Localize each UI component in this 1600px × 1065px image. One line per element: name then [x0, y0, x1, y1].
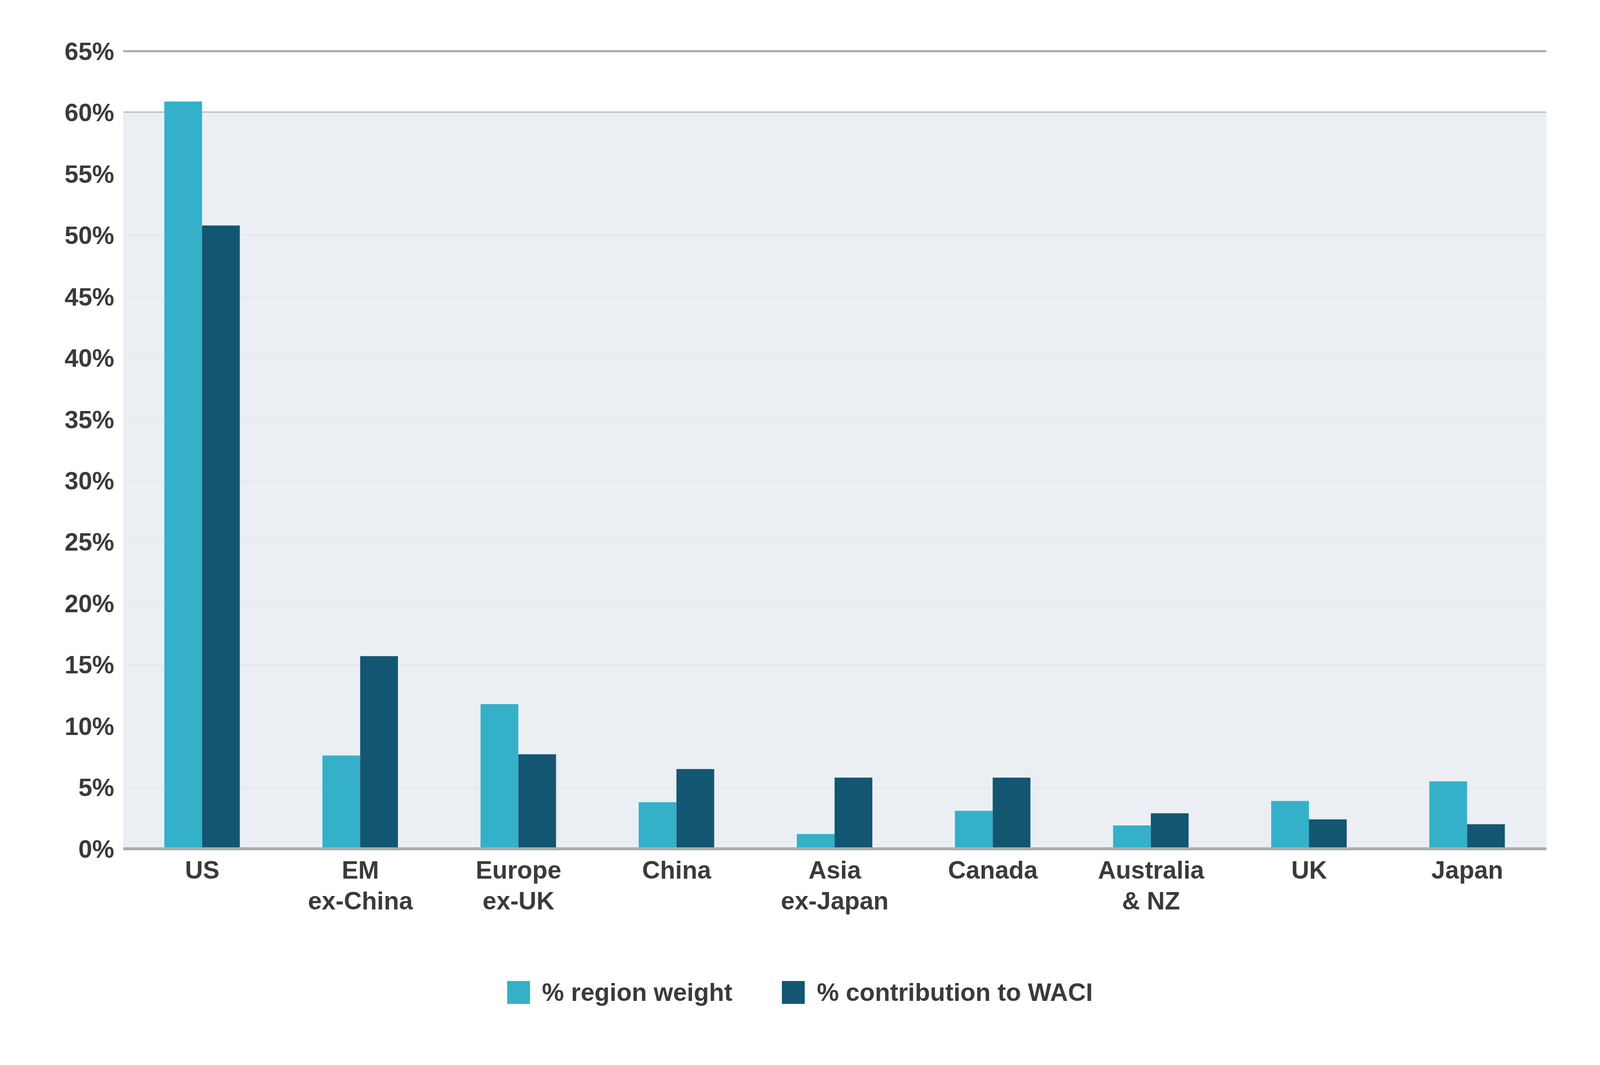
svg-text:Canada: Canada [948, 855, 1039, 884]
svg-text:15%: 15% [64, 650, 115, 679]
svg-text:20%: 20% [64, 589, 115, 618]
svg-text:5%: 5% [78, 773, 115, 802]
svg-text:US: US [184, 855, 220, 884]
svg-text:50%: 50% [64, 221, 115, 250]
svg-text:40%: 40% [64, 344, 115, 373]
svg-text:EMex-China: EMex-China [307, 855, 414, 915]
svg-text:Europeex-UK: Europeex-UK [475, 855, 562, 915]
svg-text:0%: 0% [78, 835, 115, 863]
html-text:% region weight: % region weight [541, 978, 733, 1006]
html-text:% contribution to WACI: % contribution to WACI [816, 978, 1093, 1006]
svg-text:30%: 30% [64, 466, 115, 495]
svg-text:Asiaex-Japan: Asiaex-Japan [780, 855, 889, 915]
svg-text:UK: UK [1291, 855, 1327, 884]
svg-text:Australia& NZ: Australia& NZ [1097, 855, 1205, 915]
svg-text:55%: 55% [64, 160, 115, 189]
svg-text:60%: 60% [64, 98, 115, 127]
svg-text:10%: 10% [64, 712, 115, 741]
svg-text:25%: 25% [64, 528, 115, 556]
svg-text:China: China [642, 855, 712, 884]
svg-text:Japan: Japan [1431, 855, 1504, 884]
svg-text:45%: 45% [64, 283, 115, 311]
svg-text:35%: 35% [64, 405, 115, 434]
svg-text:65%: 65% [64, 37, 115, 66]
